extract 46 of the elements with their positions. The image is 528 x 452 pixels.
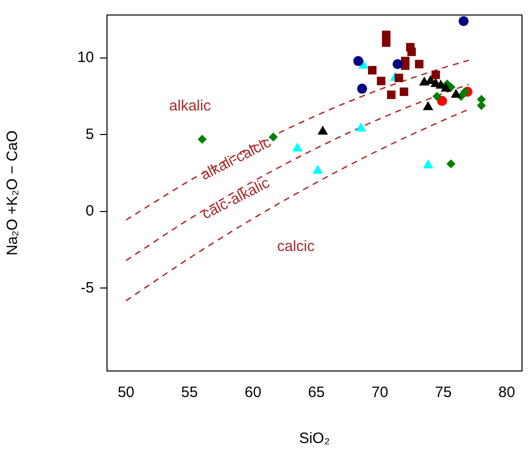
point <box>312 164 323 174</box>
y-axis-title: Na₂O +K₂O − CaO <box>4 130 22 256</box>
point <box>476 101 486 110</box>
point <box>422 101 434 110</box>
x-tick-label: 80 <box>498 384 516 402</box>
x-axis-title: SiO₂ <box>299 430 330 448</box>
line-series <box>125 84 470 262</box>
point <box>437 96 448 106</box>
point <box>450 88 462 98</box>
point <box>458 16 469 26</box>
point <box>353 56 364 66</box>
point <box>376 76 386 86</box>
point <box>460 87 470 96</box>
x-tick-label: 60 <box>244 384 262 402</box>
y-tick-label: -5 <box>80 279 94 296</box>
point <box>356 122 366 132</box>
point <box>440 82 452 92</box>
point <box>387 90 396 100</box>
y-tick-label: 10 <box>77 49 94 66</box>
point <box>357 84 368 94</box>
y-tick-label: 0 <box>86 202 94 220</box>
point <box>292 142 303 152</box>
line-series <box>125 60 470 221</box>
point <box>382 38 390 47</box>
x-tick-label: 50 <box>118 384 134 402</box>
point <box>368 66 376 74</box>
x-tick-label: 70 <box>372 384 388 402</box>
point <box>318 126 328 135</box>
annotation: calcic <box>277 238 316 255</box>
annotation: alkalic <box>169 98 212 115</box>
y-tick-label: 5 <box>86 126 94 143</box>
point <box>414 60 424 68</box>
point <box>394 74 404 82</box>
x-tick-label: 55 <box>181 384 198 402</box>
point <box>431 70 440 80</box>
point <box>407 48 416 56</box>
point <box>268 132 278 142</box>
point <box>400 87 408 96</box>
x-tick-label: 75 <box>434 384 452 402</box>
point <box>432 92 442 101</box>
point <box>392 59 403 70</box>
point <box>446 159 456 168</box>
point <box>422 159 434 168</box>
point <box>419 76 430 86</box>
x-tick-label: 65 <box>308 384 325 402</box>
point <box>382 30 390 40</box>
